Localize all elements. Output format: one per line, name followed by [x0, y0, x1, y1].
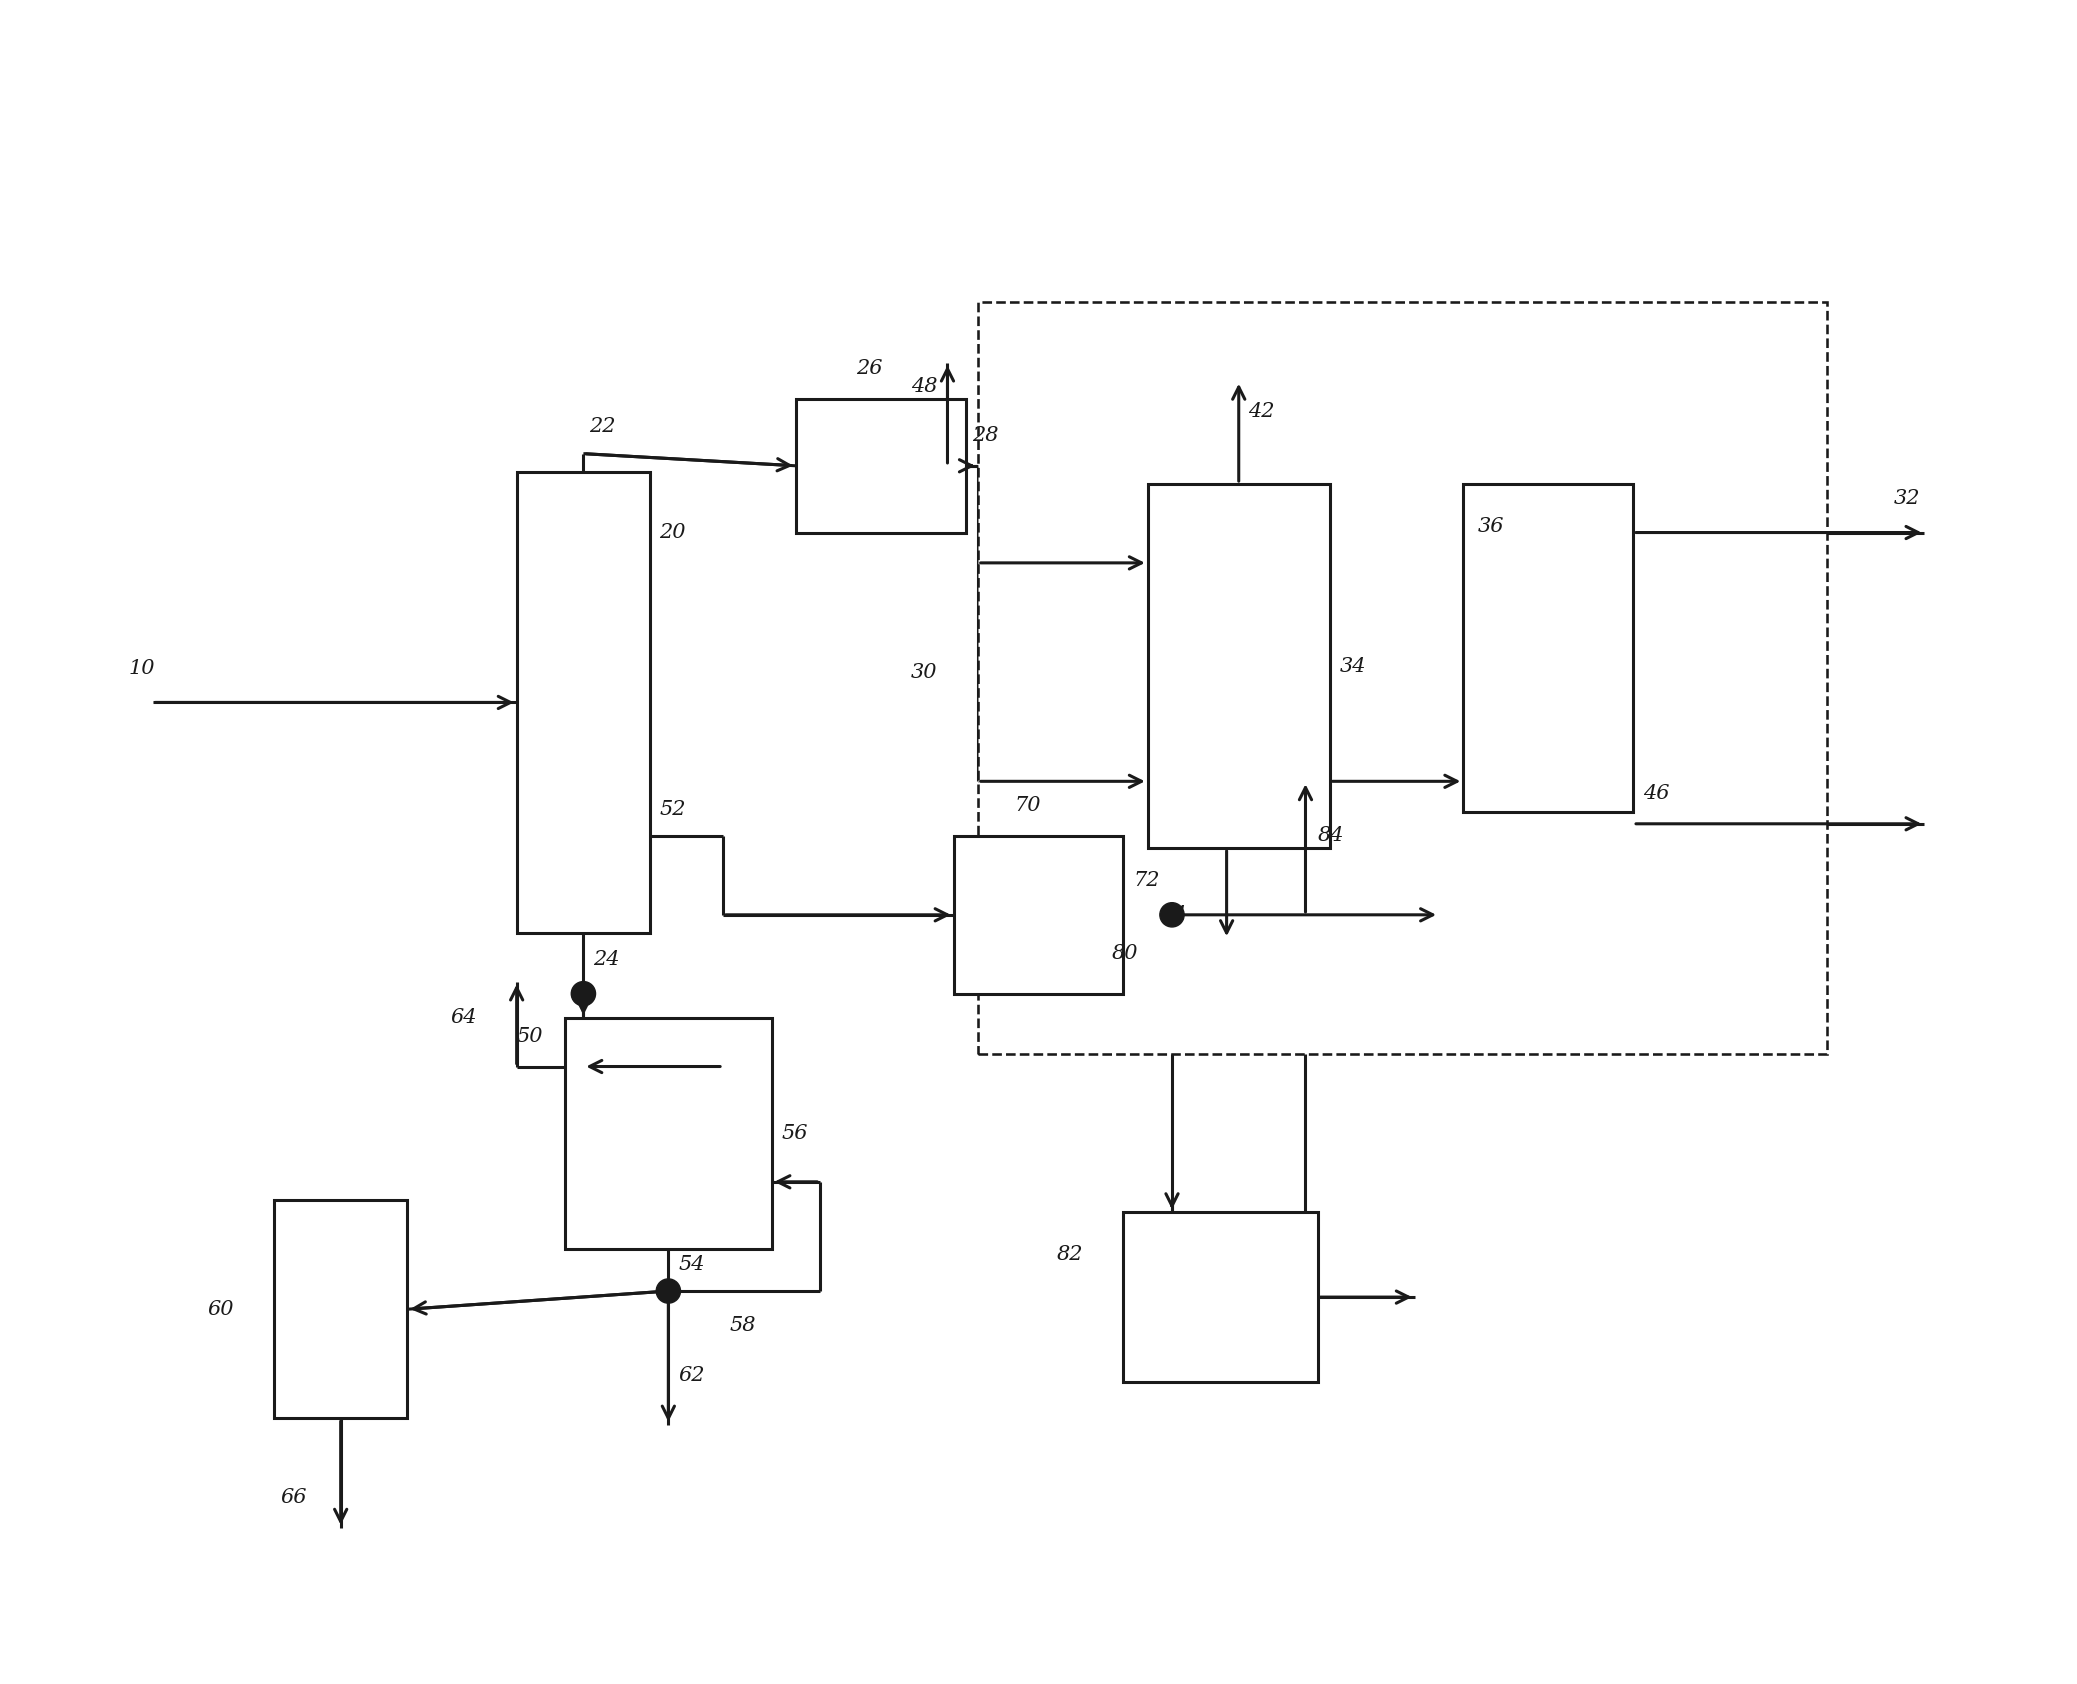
Text: 62: 62	[677, 1366, 704, 1386]
Bar	[953, 835, 1124, 994]
Text: 58: 58	[729, 1315, 756, 1334]
Text: 60: 60	[208, 1300, 235, 1319]
Text: 28: 28	[972, 426, 999, 445]
Circle shape	[656, 1278, 681, 1303]
Text: 30: 30	[912, 662, 937, 682]
Text: 52: 52	[660, 800, 685, 818]
Bar	[274, 1201, 407, 1418]
Text: 10: 10	[129, 658, 156, 679]
Text: 24: 24	[594, 950, 619, 970]
Bar	[1464, 483, 1633, 812]
Text: 22: 22	[590, 418, 617, 436]
Text: 72: 72	[1134, 871, 1159, 891]
Circle shape	[1159, 903, 1184, 926]
Text: 56: 56	[781, 1123, 808, 1143]
Bar	[1149, 483, 1329, 849]
Text: 82: 82	[1057, 1244, 1084, 1265]
Bar	[517, 472, 650, 933]
Text: 54: 54	[677, 1255, 704, 1273]
Text: 34: 34	[1340, 657, 1367, 675]
Text: 44: 44	[1159, 906, 1186, 925]
Text: 66: 66	[280, 1489, 307, 1507]
Bar	[795, 399, 966, 532]
Bar	[565, 1017, 771, 1248]
Text: 50: 50	[517, 1027, 544, 1046]
Bar	[1124, 1212, 1317, 1383]
Text: 80: 80	[1111, 945, 1138, 963]
Text: 70: 70	[1014, 797, 1041, 815]
Text: 84: 84	[1317, 827, 1344, 845]
Bar	[978, 301, 1828, 1054]
Text: 20: 20	[658, 524, 685, 542]
Text: 64: 64	[451, 1009, 476, 1027]
Text: 48: 48	[912, 377, 937, 396]
Text: 46: 46	[1643, 785, 1670, 803]
Text: 32: 32	[1894, 488, 1921, 509]
Text: 42: 42	[1248, 402, 1275, 421]
Circle shape	[571, 982, 596, 1005]
Text: 36: 36	[1479, 517, 1504, 536]
Text: 26: 26	[856, 359, 883, 379]
